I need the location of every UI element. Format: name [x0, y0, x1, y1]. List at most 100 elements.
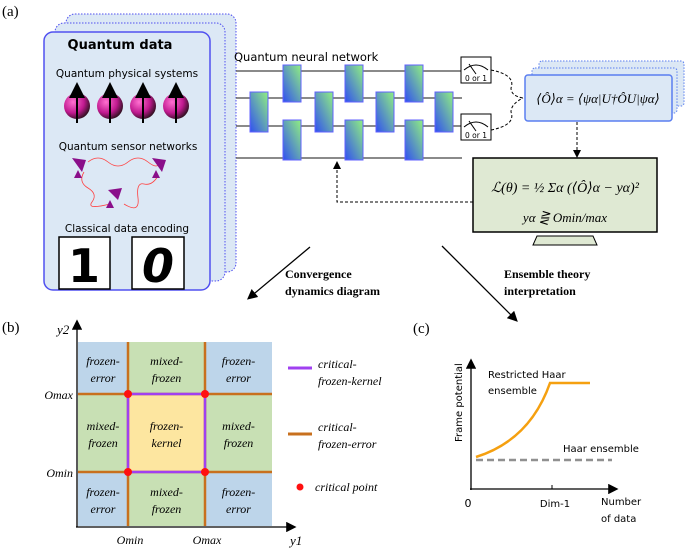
c-x-tick-0: 0	[465, 497, 472, 510]
region-label: error	[226, 371, 251, 385]
quantum-gate	[344, 119, 364, 161]
c-y-axis-label: Frame potential	[454, 363, 465, 442]
y-axis-label: y2	[55, 322, 70, 337]
quantum-gate	[314, 91, 334, 133]
region-label: frozen-	[222, 354, 256, 368]
region-label: mixed-	[150, 354, 183, 368]
quantum-data-panel: Quantum data Quantum physical systems Qu…	[43, 13, 237, 293]
qnn-title: Quantum neural network	[234, 50, 379, 64]
restricted-label-1: Restricted Haar	[488, 370, 567, 381]
region-label: mixed-	[222, 419, 255, 433]
expectation-box: ⟨Ô⟩α = ⟨ψα|U†ÔU|ψα⟩	[524, 60, 685, 122]
satellite-dish-icon	[152, 158, 166, 178]
region-cell	[78, 342, 128, 394]
legend-point-swatch	[296, 483, 304, 491]
feedback-arrow	[333, 161, 473, 203]
measurement-link	[490, 69, 524, 99]
monitor-stand	[532, 235, 598, 246]
arrow-to-c	[441, 245, 518, 322]
quantum-data-title: Quantum data	[68, 38, 173, 53]
legend-error-1: critical-	[318, 420, 357, 434]
quantum-gate	[282, 64, 302, 103]
quantum-gate	[249, 91, 269, 133]
satellite-dish-icon	[106, 188, 122, 208]
haar-label: Haar ensemble	[563, 444, 639, 455]
region-label: kernel	[152, 436, 183, 450]
meter-top: 0 or 1	[460, 56, 492, 84]
region-cell	[78, 394, 128, 472]
meter-label: 0 or 1	[465, 74, 487, 83]
x-tick-omin: Omin	[117, 533, 144, 547]
legend-kernel-2: frozen-kernel	[318, 374, 382, 388]
region-label: mixed-	[150, 485, 183, 499]
panel-a-label: (a)	[2, 4, 19, 20]
digit-box	[131, 236, 185, 290]
classical-encoding-label: Classical data encoding	[65, 223, 189, 235]
region-label: frozen	[88, 436, 118, 450]
x-tick-omax: Omax	[193, 533, 222, 547]
critical-point	[124, 390, 132, 398]
arrow-to-b	[247, 246, 311, 300]
c-x-tick-dim: Dim-1	[540, 499, 570, 510]
region-label: error	[226, 502, 251, 516]
quantum-gate	[404, 119, 424, 161]
c-x-axis-label-2: of data	[601, 514, 636, 525]
digit-zero: 0	[142, 239, 174, 293]
region-cell	[78, 472, 128, 526]
c-x-axis-label-1: Number	[601, 497, 642, 508]
x-axis-label: y1	[288, 533, 302, 548]
arrow-left-text-2: dynamics diagram	[285, 284, 380, 298]
region-label: frozen-	[86, 354, 120, 368]
restricted-haar-curve	[475, 381, 590, 459]
quantum-circuit: Quantum neural network 0 or 1 0 or 1	[234, 50, 524, 161]
critical-frozen-kernel-box	[126, 392, 207, 474]
region-label: frozen-	[150, 419, 184, 433]
legend-kernel-1: critical-	[318, 357, 357, 371]
arrow-left-text-1: Convergence	[285, 267, 352, 281]
region-cell	[205, 394, 272, 472]
satellite-dish-icon	[72, 158, 86, 178]
quantum-gate	[404, 64, 424, 103]
region-cell	[205, 342, 272, 394]
region-label: error	[91, 371, 116, 385]
region-label: frozen-	[86, 485, 120, 499]
quantum-gate	[344, 64, 364, 103]
meter-label: 0 or 1	[465, 131, 487, 140]
panel-c-label: (c)	[413, 321, 430, 337]
region-label: frozen	[224, 436, 254, 450]
region-label: frozen-	[222, 485, 256, 499]
region-label: frozen	[152, 502, 182, 516]
region-cell	[205, 472, 272, 526]
digit-box	[58, 236, 111, 290]
arrow-right-text-2: interpretation	[504, 284, 576, 298]
critical-point	[201, 468, 209, 476]
phase-diagram: frozen-error mixed-frozen frozen-error mixe…	[78, 342, 272, 526]
region-cell	[128, 342, 205, 394]
loss-monitor: ℒ(θ) = ½ Σα (⟨Ô⟩α − yα)² yα ⋛ Omin/max	[472, 157, 658, 246]
legend-point: critical point	[315, 480, 378, 494]
quantum-gate	[434, 91, 454, 133]
physical-systems-label: Quantum physical systems	[56, 68, 198, 80]
restricted-label-2: ensemble	[488, 386, 537, 397]
critical-point	[124, 468, 132, 476]
quantum-gate	[375, 91, 395, 133]
legend-error-2: frozen-error	[318, 437, 377, 451]
arrow-right-text-1: Ensemble theory	[504, 267, 590, 281]
measurement-link	[490, 97, 524, 131]
sensor-network	[72, 157, 166, 209]
y-tick-omin: Omin	[46, 466, 73, 480]
panel-b-label: (b)	[2, 320, 20, 336]
digit-one: 1	[68, 239, 100, 293]
meter-bottom: 0 or 1	[460, 113, 492, 141]
y-tick-omax: Omax	[44, 388, 73, 402]
region-label: frozen	[152, 371, 182, 385]
spin-spheres	[64, 82, 189, 123]
sensor-networks-label: Quantum sensor networks	[59, 141, 198, 153]
critical-point	[201, 390, 209, 398]
region-cell	[128, 472, 205, 526]
expectation-formula: ⟨Ô⟩α = ⟨ψα|U†ÔU|ψα⟩	[536, 91, 659, 106]
loss-condition: yα ⋛ Omin/max	[521, 210, 607, 225]
region-label: error	[91, 502, 116, 516]
quantum-gate	[282, 119, 302, 161]
